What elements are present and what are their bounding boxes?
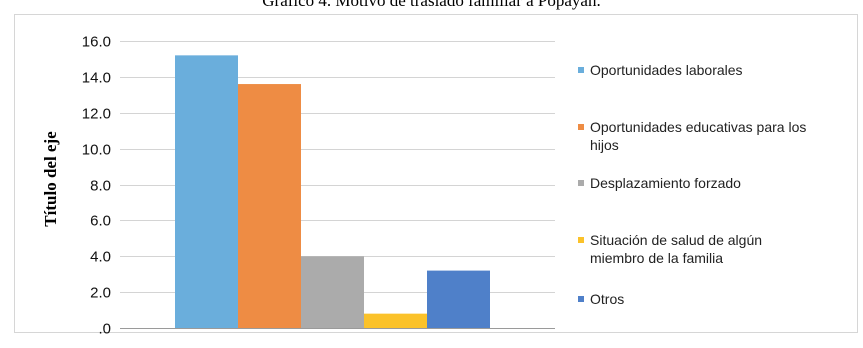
y-tick-label: 2.0 — [90, 285, 111, 302]
legend-swatch — [578, 237, 584, 243]
legend-swatch — [578, 67, 584, 73]
legend: Oportunidades laborales Oportunidades edu… — [578, 62, 806, 307]
bar — [238, 84, 301, 328]
y-axis-ticks: .0 2.0 4.0 6.0 8.0 10.0 12.0 14.0 16.0 — [82, 34, 111, 338]
bar — [175, 55, 238, 328]
bar — [427, 270, 490, 328]
y-tick-label: 8.0 — [90, 178, 111, 195]
y-tick-label: 14.0 — [82, 70, 111, 87]
y-tick-label: 16.0 — [82, 34, 111, 51]
legend-label: Oportunidades laborales — [590, 62, 743, 78]
legend-label: Otros — [590, 291, 624, 307]
chart-frame — [14, 14, 858, 333]
legend-label: Situación de salud de algún miembro de la… — [590, 232, 762, 266]
legend-swatch — [578, 180, 584, 186]
y-tick-label: 4.0 — [90, 249, 111, 266]
y-tick-label: .0 — [98, 321, 111, 338]
bars — [175, 55, 490, 328]
bar — [301, 256, 364, 328]
y-tick-label: 10.0 — [82, 142, 111, 159]
y-tick-label: 6.0 — [90, 213, 111, 230]
y-tick-label: 12.0 — [82, 106, 111, 123]
legend-swatch — [578, 124, 584, 130]
legend-label: Oportunidades educativas para los hijos — [590, 119, 806, 153]
chart-title: Gráfico 4. Motivo de traslado familiar a… — [262, 0, 601, 10]
bar — [364, 313, 427, 328]
legend-swatch — [578, 296, 584, 302]
legend-label: Desplazamiento forzado — [590, 175, 741, 191]
y-axis-label: Título del eje — [41, 131, 60, 227]
